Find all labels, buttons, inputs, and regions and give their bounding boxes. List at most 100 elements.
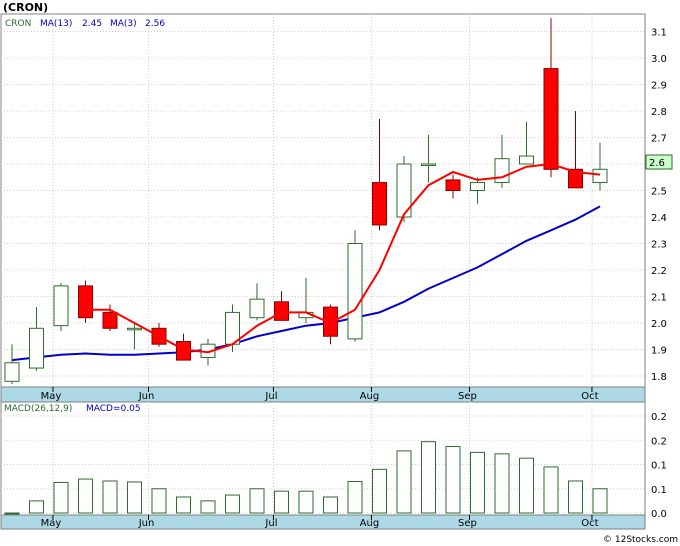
macd-bar [200, 500, 216, 514]
candle [176, 333, 191, 361]
candle-body [494, 158, 510, 184]
candle-body [29, 327, 44, 369]
ma3-line-layer [85, 162, 601, 354]
candle-body [445, 179, 461, 191]
candle-body [249, 298, 265, 319]
macd-bars-layer [4, 441, 608, 515]
macd-bar [274, 490, 289, 514]
candle-body [519, 155, 534, 165]
candle [249, 283, 265, 321]
candle [421, 134, 436, 183]
candles-layer [4, 18, 608, 384]
macd-bar [445, 446, 461, 514]
price-y-tick-label: 3.1 [651, 28, 667, 39]
price-y-tick-label: 2.2 [651, 266, 667, 277]
price-y-ticks: 1.8 1.9 2.0 2.1 2.2 2.3 2.4 2.5 2.6 2.7 2.8 2.9 3.0 3… [651, 28, 667, 384]
price-y-tick-label: 2.4 [651, 213, 667, 224]
candle-body [78, 285, 93, 319]
legend-ma13-value: 2.45 [82, 19, 102, 29]
macd-bar [470, 451, 485, 514]
legend-symbol: CRON [5, 19, 31, 29]
macd-bar [396, 450, 412, 514]
price-y-tick-label: 1.9 [651, 346, 667, 357]
last-price-tag [645, 154, 673, 170]
candle [29, 307, 44, 371]
legend-ma3-label: MA(3) [110, 19, 137, 29]
price-y-tick-label: 1.8 [651, 372, 667, 383]
price-y-tick-label: 3.0 [651, 54, 667, 65]
x-ticks-bottom: May Jun Jul Aug Sep Oct [41, 515, 599, 529]
macd-bar [421, 441, 436, 514]
x-tick-label: Aug [360, 518, 380, 529]
ma13-line-layer [11, 205, 601, 362]
x-tick-label: Oct [581, 518, 598, 529]
macd-legend-value: MACD=0.05 [86, 404, 141, 414]
price-y-tick-label: 2.5 [651, 187, 667, 198]
candle [274, 291, 289, 321]
macd-bar [568, 480, 583, 514]
x-tick-label: May [41, 518, 62, 529]
price-y-tick-label: 2.7 [651, 134, 667, 145]
candle [4, 344, 20, 384]
price-y-tick-label: 2.0 [651, 319, 667, 330]
x-tick-label: Aug [360, 391, 380, 402]
macd-bar [519, 457, 534, 514]
price-panel: 1.8 1.9 2.0 2.1 2.2 2.3 2.4 2.5 2.6 2.7 2.8 2.9 3.0 3… [0, 13, 667, 388]
candle-body [543, 68, 559, 170]
price-y-tick-label: 2.9 [651, 81, 667, 92]
ma13-line [11, 205, 601, 362]
x-tick-label: Jul [264, 391, 277, 402]
macd-bar [347, 480, 363, 514]
x-tick-label: Sep [458, 518, 477, 529]
candle-body [102, 311, 118, 329]
macd-bar [494, 453, 510, 514]
x-tick-label: Sep [458, 391, 477, 402]
candle [445, 174, 461, 199]
macd-bar [543, 466, 559, 514]
legend-ma3-value: 2.56 [145, 19, 165, 29]
date-band-top [0, 386, 646, 403]
candle [127, 323, 142, 350]
macd-bar [53, 481, 69, 514]
macd-y-tick-label: 0.0 [651, 509, 667, 520]
macd-bar [102, 480, 118, 514]
candle [53, 283, 69, 331]
macd-bar [78, 478, 93, 514]
watermark: © 12Stocks.com [603, 535, 678, 545]
candle [347, 230, 363, 342]
candle [543, 18, 559, 178]
x-ticks-top: May Jun Jul Aug Sep Oct [41, 387, 599, 402]
candle [323, 304, 338, 345]
x-tick-label: Jun [138, 391, 155, 402]
macd-bar [298, 490, 314, 514]
candle [78, 280, 93, 323]
macd-bar [127, 481, 142, 514]
x-tick-label: Jul [264, 518, 277, 529]
x-tick-label: May [41, 391, 62, 402]
macd-bar [4, 512, 20, 515]
candle-body [372, 182, 387, 226]
candle-body [274, 301, 289, 321]
macd-y-ticks: 0.0 0.1 0.1 0.2 0.2 [651, 412, 667, 520]
macd-y-tick-label: 0.1 [651, 461, 667, 472]
candle [519, 121, 534, 165]
candle [592, 142, 608, 191]
last-price-value: 2.6 [649, 158, 665, 169]
x-tick-label: Oct [581, 391, 598, 402]
macd-y-tick-label: 0.2 [651, 412, 667, 423]
candle-body [396, 163, 412, 218]
macd-bar [29, 500, 44, 514]
date-band-bottom [0, 514, 646, 530]
chart-title: (CRON) [3, 1, 48, 14]
price-y-tick-label: 2.3 [651, 240, 667, 251]
candle-body [127, 327, 142, 331]
macd-bar [176, 496, 191, 514]
candle [396, 156, 412, 223]
macd-legend-label: MACD(26,12,9) [4, 404, 72, 414]
candle [372, 118, 387, 231]
candle-body [470, 182, 485, 192]
price-y-tick-label: 2.1 [651, 293, 667, 304]
macd-panel: 0.0 0.1 0.1 0.2 0.2 [0, 401, 667, 520]
candle-body [421, 163, 436, 166]
